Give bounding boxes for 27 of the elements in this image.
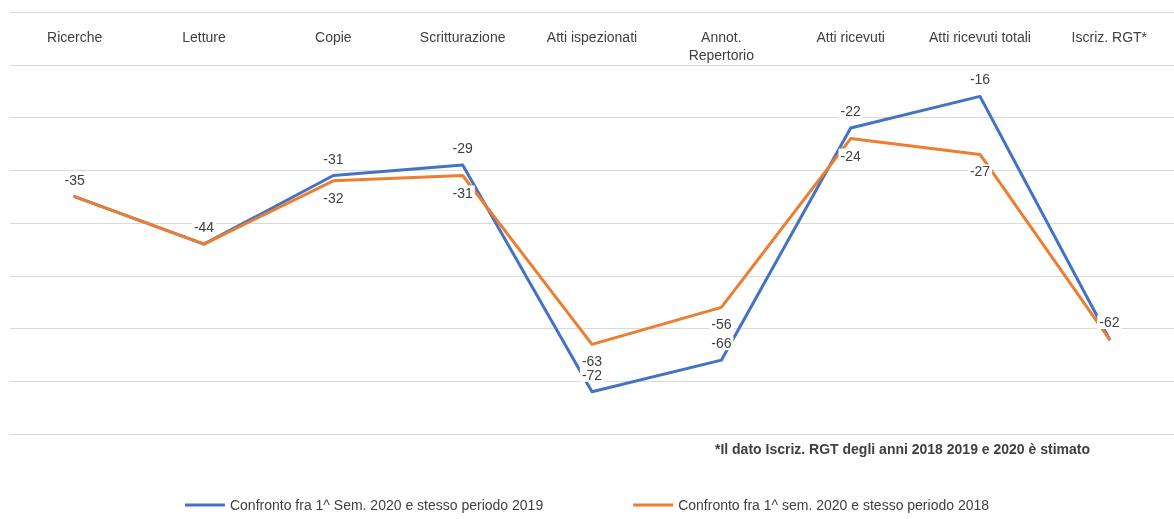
data-label: -44 [193,219,215,236]
text: *Il dato Iscriz. RGT degli anni 2018 2019 e 2020 è stimato [714,441,1090,457]
x-tick-label: Atti ispezionati [546,29,638,45]
data-label: -31 [452,184,473,201]
data-label: -32 [323,189,344,206]
data-label: -66 [711,335,732,352]
data-label: -24 [840,147,861,164]
data-label: -62 [1099,314,1120,331]
x-tick-label: Letture [182,29,226,45]
x-tick-label: Annot. Repertorio [688,29,755,63]
legend-label: Confronto fra 1^ Sem. 2020 e stesso periodo 2019 [229,497,544,513]
data-label: -31 [323,150,344,167]
data-label: -56 [711,316,732,333]
data-label: -29 [452,139,473,156]
data-label: -16 [969,71,991,88]
data-label: -27 [969,163,991,180]
data-label: -63 [581,353,603,370]
data-label: -35 [64,171,85,188]
x-tick-label: Scritturazione [419,29,506,45]
x-tick-label: Atti ricevuti totali [929,29,1031,45]
data-label: -22 [840,103,861,120]
x-tick-label: Copie [315,29,352,45]
x-tick-label: Atti ricevuti [816,29,885,45]
data-label: -72 [581,366,603,383]
x-tick-label: Ricerche [47,29,103,45]
x-tick-label: Iscriz. RGT* [1071,29,1148,45]
legend-label: Confronto fra 1^ sem. 2020 e stesso periodo 2018 [678,497,990,513]
